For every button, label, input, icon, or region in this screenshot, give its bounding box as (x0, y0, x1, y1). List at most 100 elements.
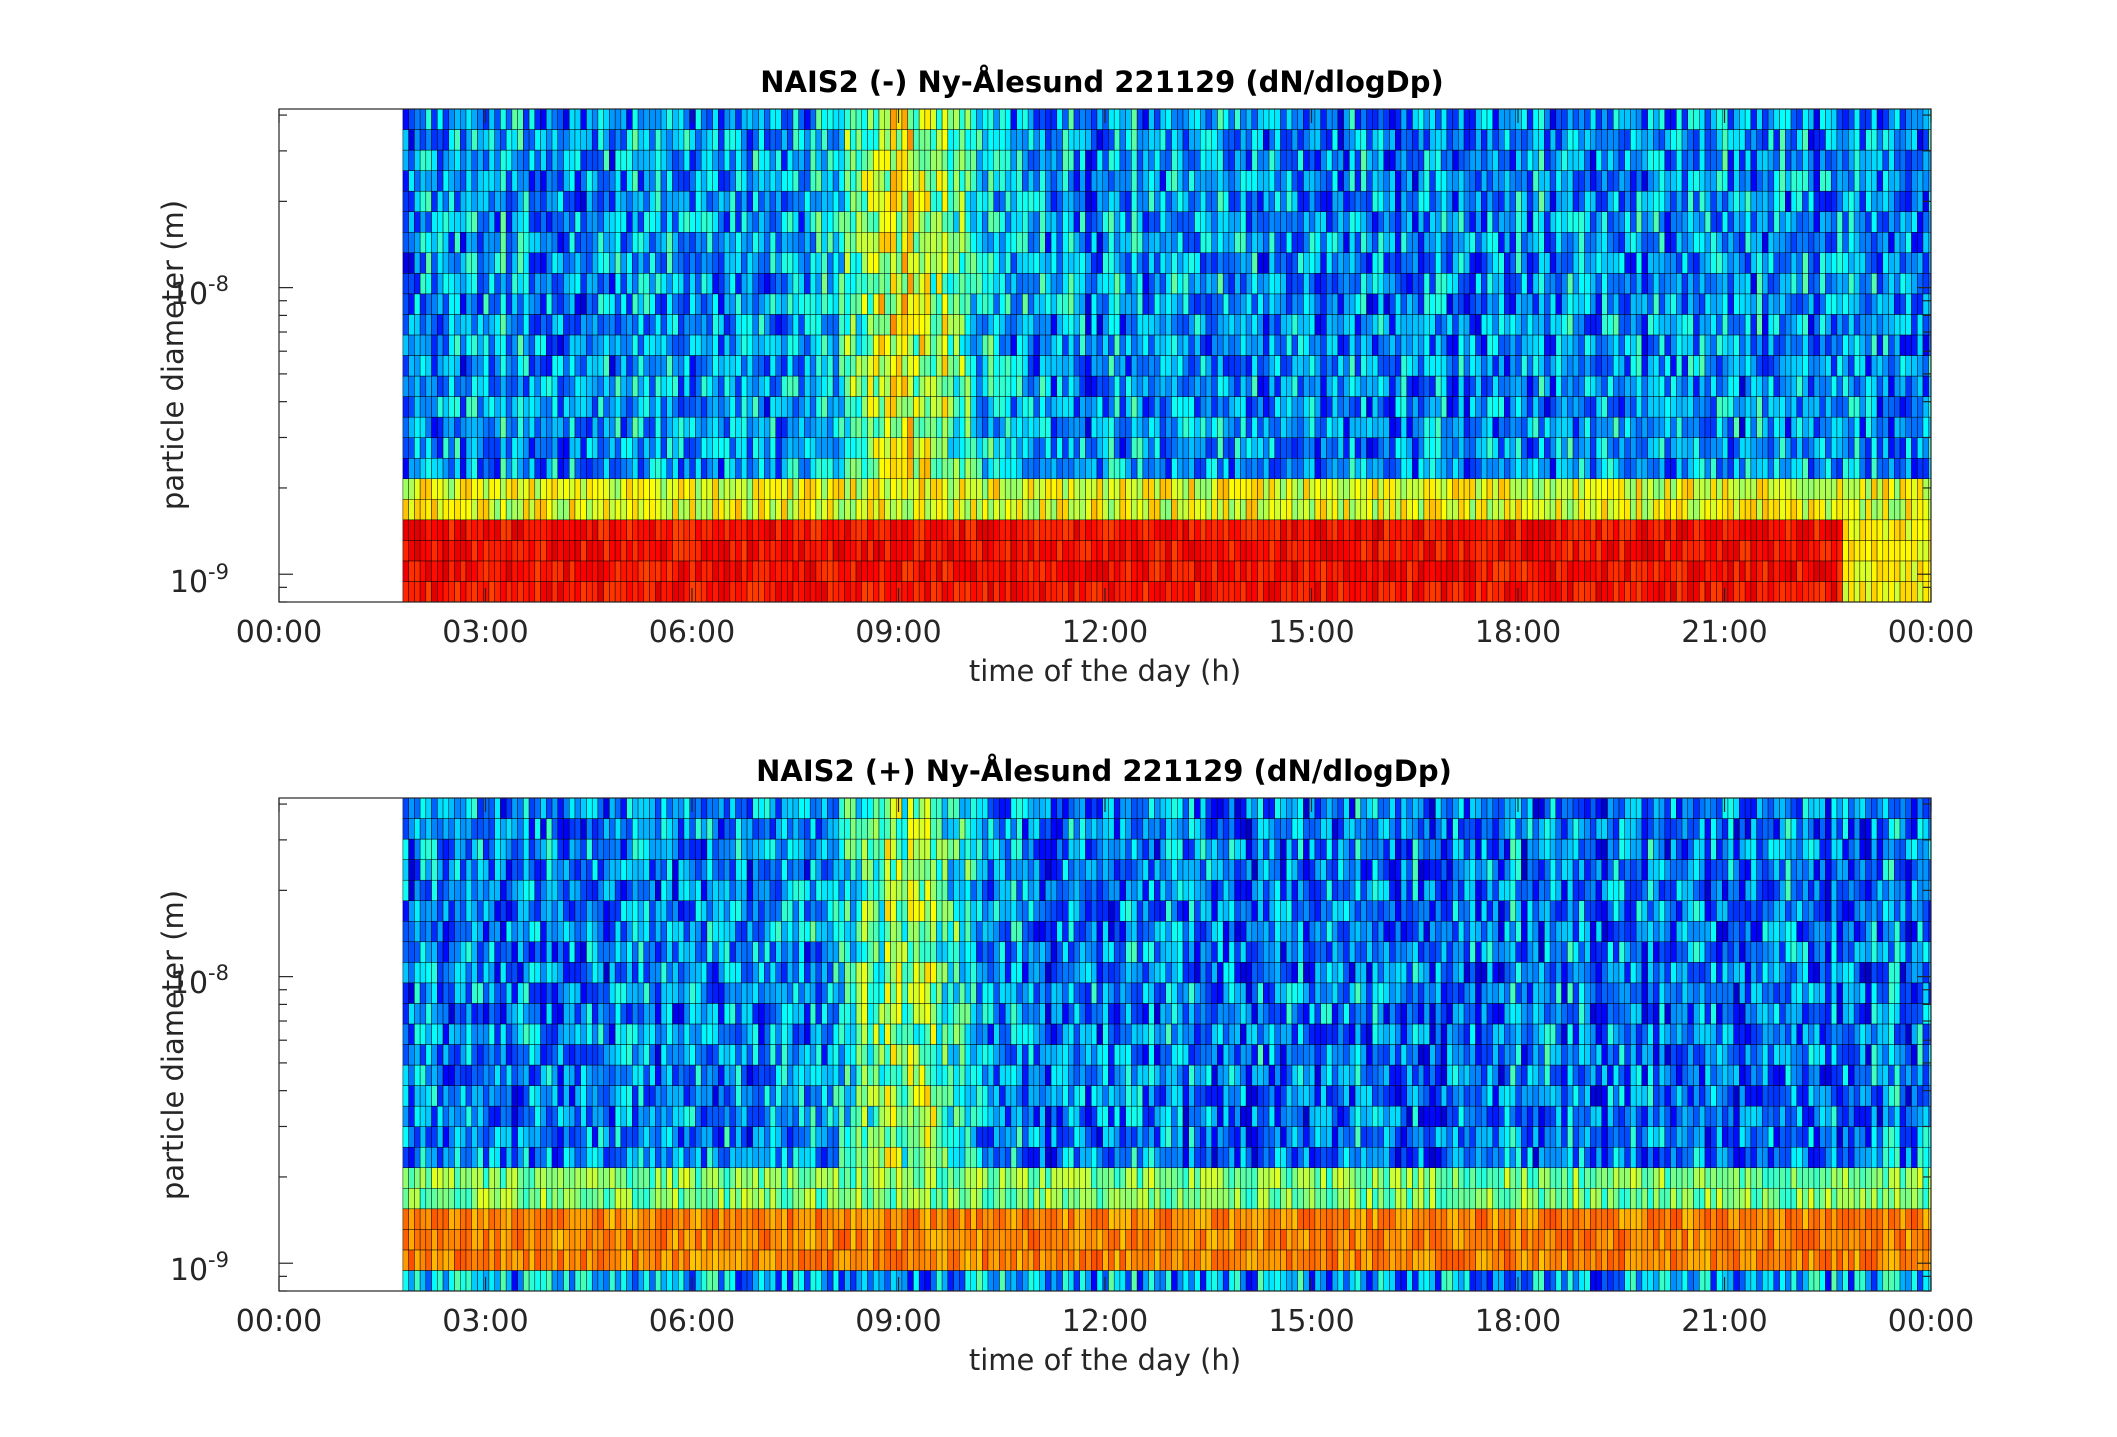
heatmap-cell (1113, 355, 1121, 377)
heatmap-cell (1429, 190, 1436, 212)
heatmap-cell (1377, 334, 1385, 356)
heatmap-cell (964, 396, 972, 418)
heatmap-cell (913, 416, 920, 438)
heatmap-cell (1469, 334, 1476, 356)
heatmap-cell (827, 499, 834, 521)
heatmap-cell (815, 355, 822, 377)
heatmap-cell (1469, 416, 1476, 438)
heatmap-cell (1515, 334, 1522, 356)
heatmap-cell (1142, 581, 1149, 603)
heatmap-cell (1291, 581, 1298, 603)
heatmap-cell (1509, 519, 1516, 541)
heatmap-cell (1240, 293, 1247, 315)
heatmap-cell (1085, 232, 1092, 254)
heatmap-cell (907, 211, 914, 233)
heatmap-cell (769, 437, 776, 459)
heatmap-cell (1538, 334, 1545, 356)
heatmap-cell (941, 519, 949, 541)
heatmap-cell (1417, 293, 1425, 315)
heatmap-cell (1435, 211, 1442, 233)
heatmap-cell (941, 273, 949, 295)
heatmap-cell (511, 519, 518, 541)
heatmap-cell (718, 355, 725, 377)
heatmap-cell (1245, 211, 1253, 233)
heatmap-cell (1016, 334, 1023, 356)
heatmap-cell (1274, 170, 1281, 192)
heatmap-cell (1027, 499, 1035, 521)
heatmap-cell (1263, 211, 1270, 233)
heatmap-cell (517, 149, 524, 171)
heatmap-cell (1165, 314, 1172, 336)
heatmap-cell (1096, 252, 1103, 274)
heatmap-cell (454, 252, 461, 274)
heatmap-cell (1572, 560, 1580, 582)
heatmap-cell (546, 457, 553, 479)
heatmap-cell (1263, 149, 1270, 171)
heatmap-cell (1504, 293, 1511, 315)
heatmap-cell (488, 293, 495, 315)
heatmap-cell (1062, 232, 1069, 254)
heatmap-cell (1148, 108, 1155, 130)
heatmap-cell (1188, 129, 1195, 151)
heatmap-cell (465, 252, 472, 274)
heatmap-cell (1509, 416, 1516, 438)
heatmap-cell (1159, 540, 1167, 562)
heatmap-cell (1337, 211, 1344, 233)
heatmap-cell (683, 293, 690, 315)
heatmap-cell (1308, 416, 1316, 438)
heatmap-cell (959, 149, 966, 171)
heatmap-cell (1217, 375, 1224, 397)
heatmap-cell (809, 293, 817, 315)
heatmap-cell (678, 375, 685, 397)
heatmap-cell (764, 314, 771, 336)
heatmap-cell (626, 519, 633, 541)
heatmap-cell (1452, 457, 1459, 479)
heatmap-cell (402, 355, 409, 377)
heatmap-cell (672, 149, 679, 171)
heatmap-cell (964, 540, 972, 562)
heatmap-cell (1314, 293, 1321, 315)
heatmap-cell (1578, 108, 1585, 130)
heatmap-cell (1194, 232, 1201, 254)
heatmap-cell (683, 581, 690, 603)
heatmap-cell (689, 211, 696, 233)
heatmap-cell (1079, 293, 1086, 315)
heatmap-cell (1532, 437, 1539, 459)
heatmap-cell (1199, 396, 1207, 418)
heatmap-cell (758, 437, 765, 459)
heatmap-cell (827, 457, 834, 479)
heatmap-cell (798, 375, 805, 397)
heatmap-cell (534, 334, 541, 356)
heatmap-cell (626, 499, 633, 521)
heatmap-cell (1154, 355, 1161, 377)
heatmap-cell (1211, 560, 1218, 582)
heatmap-cell (1148, 478, 1155, 500)
heatmap-cell (494, 540, 501, 562)
heatmap-cell (488, 540, 495, 562)
heatmap-cell (1549, 129, 1557, 151)
heatmap-cell (689, 129, 696, 151)
heatmap-cell (987, 232, 994, 254)
heatmap-cell (1349, 519, 1356, 541)
heatmap-cell (534, 540, 541, 562)
heatmap-cell (551, 190, 559, 212)
heatmap-cell (626, 478, 633, 500)
heatmap-cell (448, 457, 455, 479)
heatmap-cell (626, 560, 633, 582)
heatmap-cell (591, 457, 599, 479)
heatmap-cell (517, 519, 524, 541)
heatmap-cell (1108, 519, 1115, 541)
heatmap-cell (1182, 232, 1189, 254)
heatmap-cell (844, 108, 851, 130)
heatmap-cell (1194, 211, 1201, 233)
heatmap-cell (1280, 375, 1287, 397)
heatmap-cell (1337, 416, 1344, 438)
heatmap-cell (1159, 149, 1167, 171)
heatmap-cell (781, 170, 788, 192)
heatmap-cell (1056, 232, 1063, 254)
heatmap-cell (1383, 581, 1390, 603)
heatmap-cell (1452, 293, 1459, 315)
heatmap-cell (1119, 396, 1126, 418)
heatmap-cell (959, 437, 966, 459)
heatmap-cell (1136, 396, 1144, 418)
